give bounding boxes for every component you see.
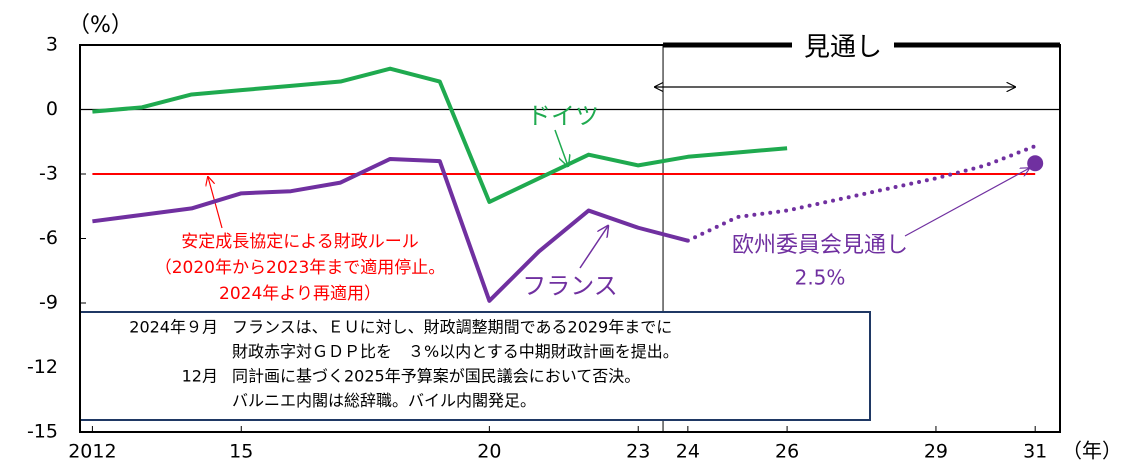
series-line [92,66,788,204]
point-arrow [904,168,1029,237]
x-tick-label: 23 [626,441,650,463]
series-label-arrow [554,129,568,166]
y-tick-label: -15 [27,421,58,443]
rule-label: （2020年から2023年まで適用停止。 [155,258,446,278]
x-tick-label: 29 [924,441,948,463]
series-line [685,144,1038,243]
forecast-label-bg [792,30,894,64]
y-tick-label: -6 [39,227,58,249]
x-tick-label: 31 [1023,441,1047,463]
point-label: 欧州委員会見通し [732,233,908,258]
y-tick-label: 0 [46,98,58,120]
plot-frame [79,44,1061,433]
series-label: フランス [522,272,618,300]
x-tick-label: 15 [229,441,253,463]
note-text: バルニエ内閣は総辞職。バイル内閣発足。 [232,391,536,410]
series-line [92,156,689,303]
note-text: 財政赤字対ＧＤＰ比を ３%以内とする中期財政計画を提出。 [232,342,679,361]
y-tick-label: -3 [39,163,58,185]
y-tick-label: -9 [39,292,58,314]
x-tick-label: 20 [477,441,501,463]
note-text: 同計画に基づく2025年予算案が国民議会において否決。 [232,367,640,386]
note-date: 12月 [182,367,218,386]
y-axis-label: （%） [68,13,133,38]
x-tick-label: 26 [775,441,799,463]
note-date: 2024年９月 [129,318,218,337]
series-label: ドイツ [527,102,599,130]
x-tick-label: 2012 [68,441,116,463]
projection-point [1027,155,1044,172]
note-text: フランスは、ＥＵに対し、財政調整期間である2029年までに [232,318,672,337]
rule-label: 2024年より再適用） [219,284,381,304]
y-tick-label: -12 [27,356,58,378]
forecast-label: 見通し [804,33,882,63]
y-tick-label: 3 [46,34,58,56]
rule-label: 安定成長協定による財政ルール [181,232,419,252]
x-axis-label: （年） [1062,439,1121,463]
series-label-arrow [579,226,608,269]
point-sublabel: 2.5% [795,266,846,290]
x-tick-label: 24 [676,441,700,463]
